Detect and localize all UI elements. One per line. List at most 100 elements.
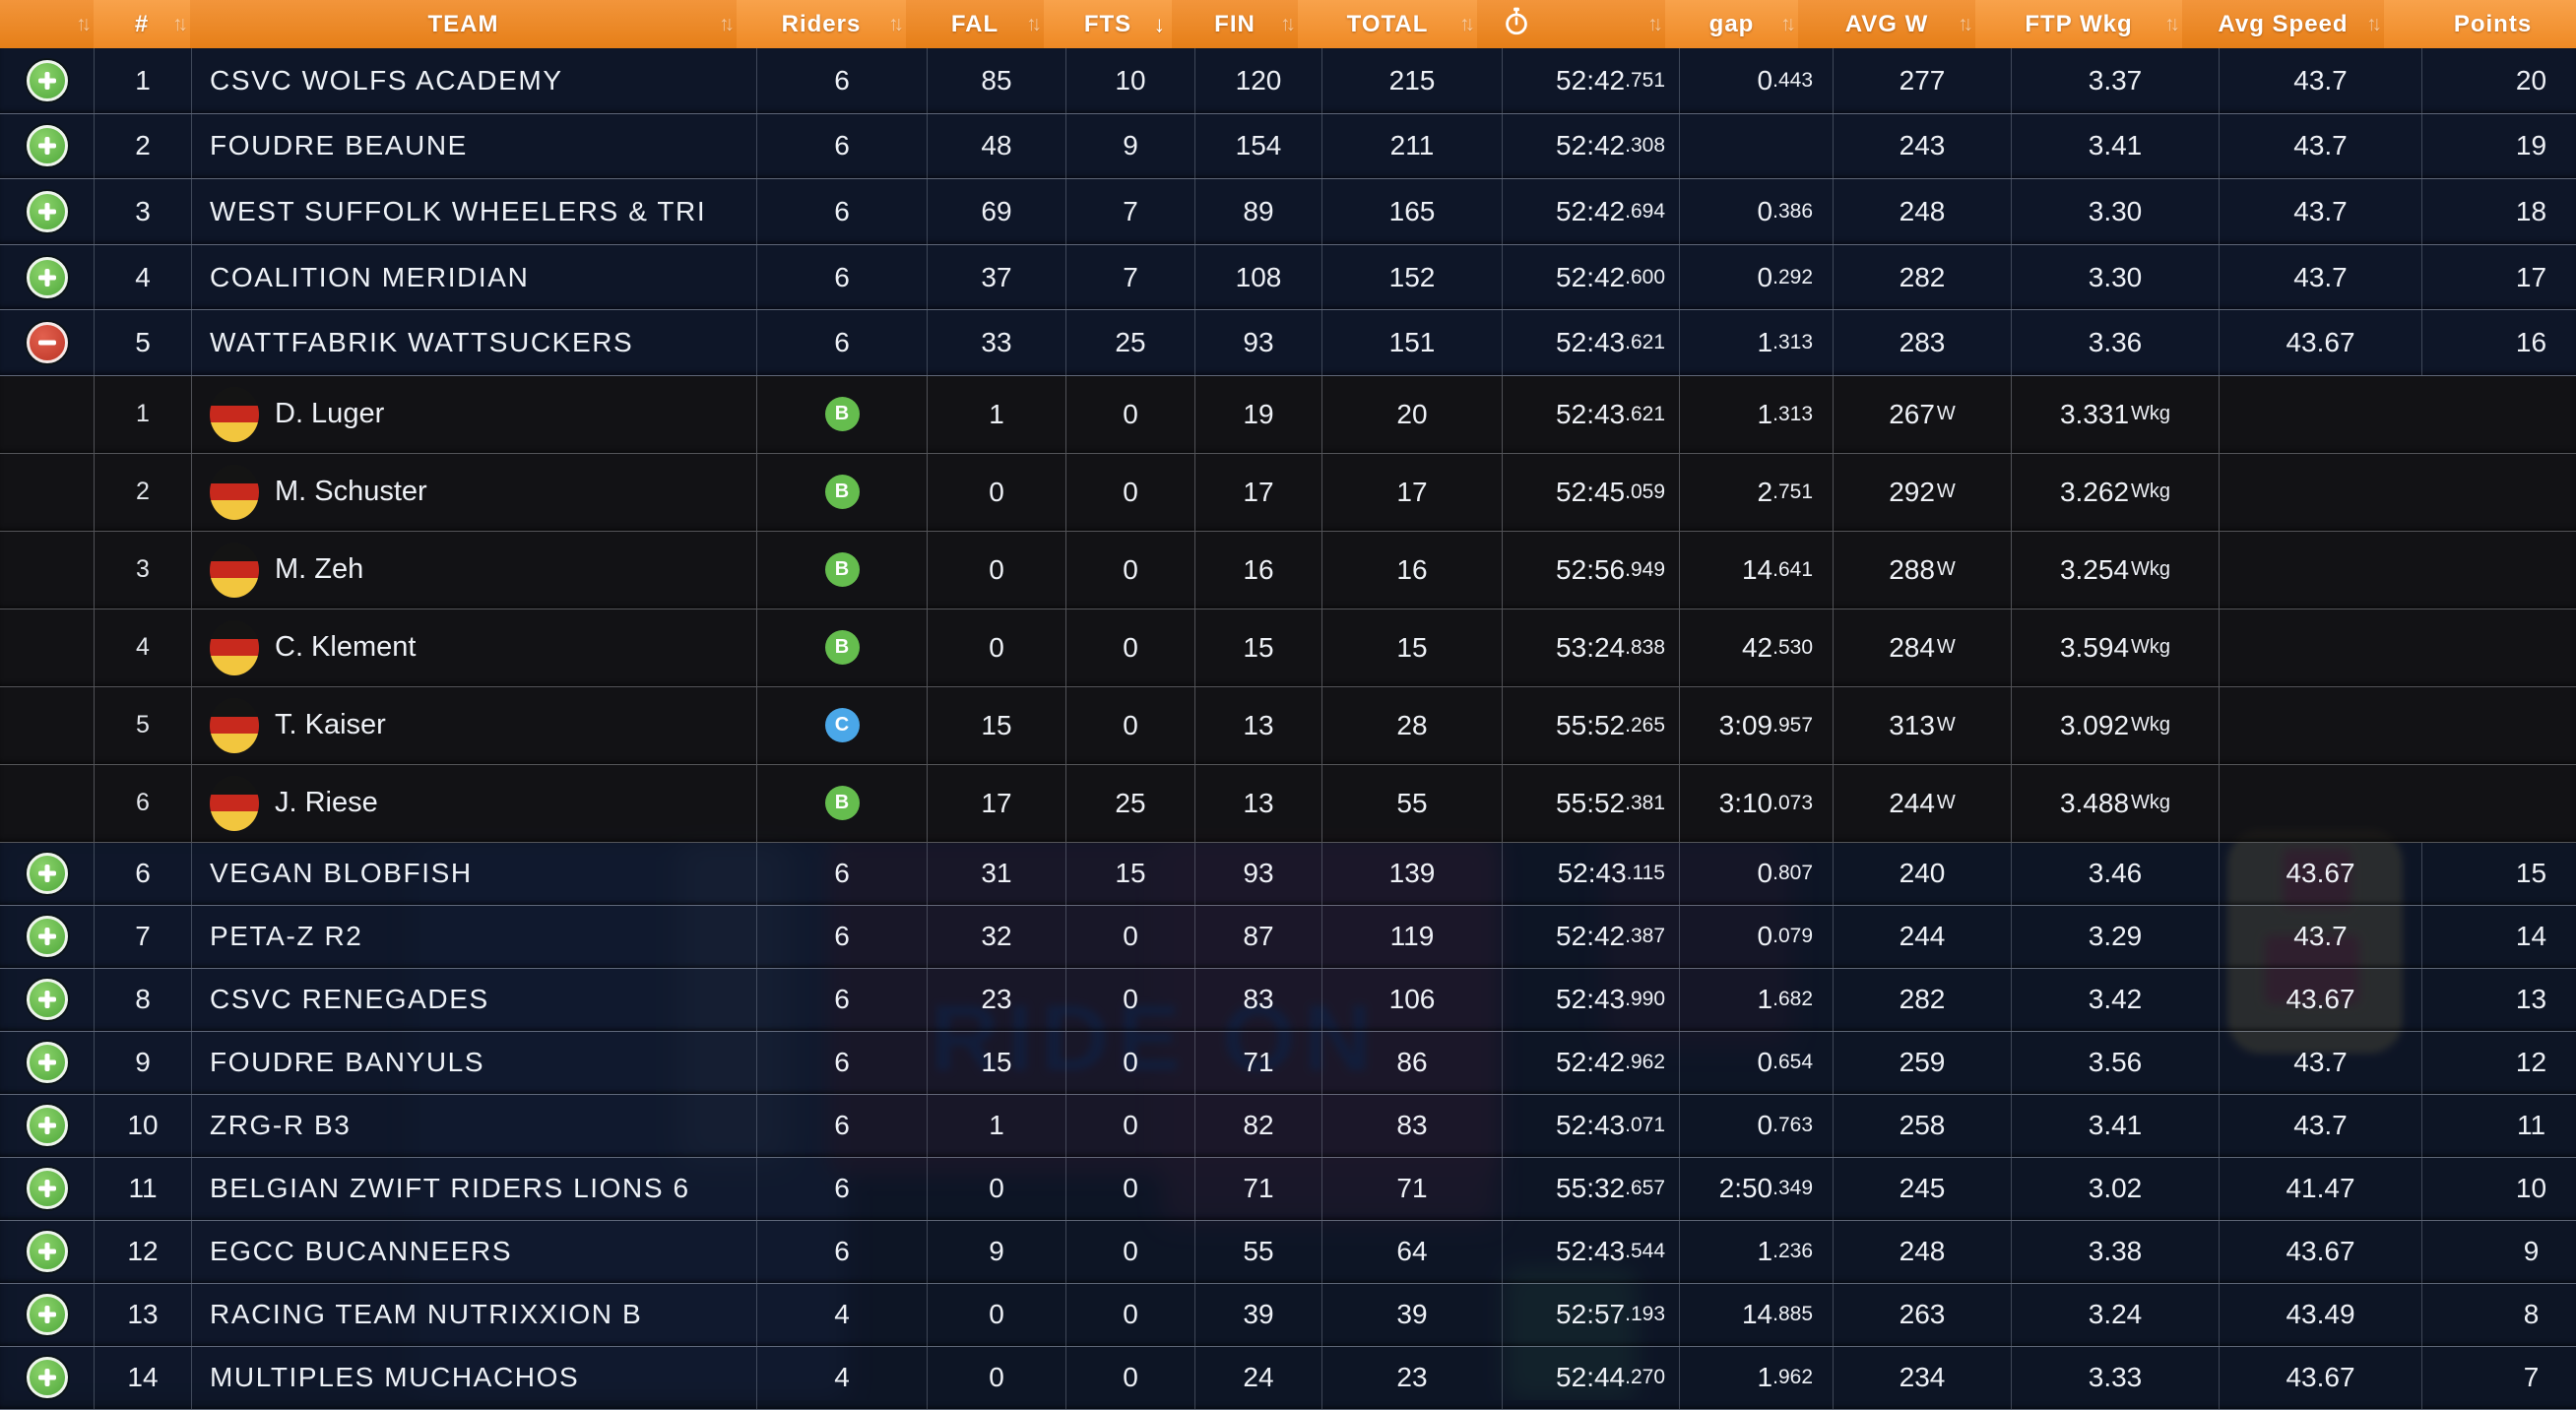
gap-value: 0 <box>1757 64 1773 96</box>
expand-team-button[interactable] <box>26 1357 68 1399</box>
category-badge: C <box>824 708 860 743</box>
team-rank: 13 <box>127 1299 159 1330</box>
fal-value: 33 <box>981 327 1012 358</box>
gap-fraction: .641 <box>1772 557 1813 581</box>
category-badge: B <box>824 552 860 588</box>
column-header-total[interactable]: TOTAL ↑↓ <box>1298 0 1477 48</box>
cell-points: 7 <box>2422 1347 2576 1409</box>
fts-value: 15 <box>1115 858 1146 889</box>
team-name: EGCC BUCANNEERS <box>210 1236 513 1267</box>
expand-team-button[interactable] <box>26 1294 68 1336</box>
rider-name: D. Luger <box>275 398 385 430</box>
cell-time: 55:52.381 <box>1503 764 1680 842</box>
cell-fin: 19 <box>1195 375 1322 453</box>
cell-fts: 10 <box>1066 48 1195 113</box>
expand-team-button[interactable] <box>26 853 68 895</box>
cell-fal: 0 <box>928 1346 1066 1409</box>
gap-value: 3:10 <box>1718 787 1773 818</box>
column-header-time[interactable]: ↑↓ <box>1477 0 1665 48</box>
wkg-unit: Wkg <box>2131 714 2171 737</box>
points-value: 19 <box>2515 130 2547 161</box>
sort-arrows-icon: ↑↓ <box>172 12 188 35</box>
column-header-expand[interactable]: ↑↓ <box>0 0 94 48</box>
riders-count: 6 <box>834 1236 850 1267</box>
gap-fraction: .073 <box>1772 791 1813 814</box>
column-header-fts[interactable]: FTS ↓ <box>1044 0 1172 48</box>
cell-avg-w: 263 <box>1834 1283 2012 1346</box>
gap-fraction: .349 <box>1772 1177 1813 1200</box>
cell-fin: 71 <box>1195 1031 1322 1094</box>
column-header-fal[interactable]: FAL ↑↓ <box>906 0 1044 48</box>
cell-fts: 9 <box>1066 113 1195 179</box>
fts-value: 7 <box>1123 261 1138 292</box>
time-fraction: .270 <box>1625 1366 1665 1389</box>
cell-fts: 0 <box>1066 686 1195 764</box>
rider-name: M. Schuster <box>275 476 427 508</box>
expand-team-button[interactable] <box>26 1105 68 1147</box>
sort-arrows-icon: ↑↓ <box>2366 12 2382 35</box>
cell-riders: 6 <box>757 1220 928 1283</box>
expand-team-button[interactable] <box>26 256 68 298</box>
cell-time: 52:43.071 <box>1503 1094 1680 1157</box>
cell-riders: 6 <box>757 1157 928 1220</box>
time-fraction: .265 <box>1625 713 1665 737</box>
fts-value: 0 <box>1123 1047 1138 1078</box>
column-header-gap[interactable]: gap ↑↓ <box>1665 0 1798 48</box>
stopwatch-icon <box>1503 7 1530 41</box>
points-value: 7 <box>2523 1362 2540 1393</box>
cell-fal: 31 <box>928 842 1066 905</box>
cell-expand <box>0 905 95 968</box>
cell-total: 64 <box>1322 1220 1503 1283</box>
expand-team-button[interactable] <box>26 59 68 101</box>
gap-fraction: .807 <box>1772 862 1813 885</box>
collapse-team-button[interactable] <box>26 322 68 364</box>
sort-arrows-icon: ↑↓ <box>888 12 904 35</box>
cell-fts: 7 <box>1066 244 1195 310</box>
avg-watts: 248 <box>1899 1236 1946 1267</box>
column-header-fin[interactable]: FIN ↑↓ <box>1172 0 1298 48</box>
cell-time: 52:42.600 <box>1503 244 1680 310</box>
cell-avg-w: 292 W <box>1834 453 2012 531</box>
cell-fts: 0 <box>1066 1157 1195 1220</box>
cell-gap: 0.763 <box>1680 1094 1834 1157</box>
cell-rider-name: M. Schuster <box>192 453 757 531</box>
team-name: FOUDRE BEAUNE <box>210 130 468 161</box>
expand-team-button[interactable] <box>26 1231 68 1273</box>
cell-time: 52:56.949 <box>1503 531 1680 609</box>
cell-expand <box>0 244 95 310</box>
total-value: 151 <box>1388 327 1436 358</box>
rider-number: 2 <box>136 478 150 506</box>
cell-time: 52:42.387 <box>1503 905 1680 968</box>
cell-gap: 0.386 <box>1680 179 1834 244</box>
cell-rider-number: 4 <box>95 609 192 686</box>
expand-team-button[interactable] <box>26 979 68 1021</box>
expand-team-button[interactable] <box>26 916 68 958</box>
cell-ftp-wkg: 3.42 <box>2012 968 2220 1031</box>
column-header-team[interactable]: TEAM ↑↓ <box>190 0 737 48</box>
time-minutes: 52:43 <box>1556 984 1626 1015</box>
cell-fts: 25 <box>1066 764 1195 842</box>
cell-empty <box>2220 532 2576 609</box>
expand-team-button[interactable] <box>26 1042 68 1084</box>
column-header-riders[interactable]: Riders ↑↓ <box>737 0 906 48</box>
fts-value: 0 <box>1123 398 1138 429</box>
column-header-points[interactable]: Points↑↓ <box>2384 0 2576 48</box>
cell-rank: 10 <box>95 1094 192 1157</box>
fts-value: 0 <box>1123 1173 1138 1204</box>
expand-team-button[interactable] <box>26 125 68 167</box>
expand-team-button[interactable] <box>26 190 68 232</box>
cell-gap: 14.641 <box>1680 531 1834 609</box>
column-header-avg-speed[interactable]: Avg Speed ↑↓ <box>2182 0 2384 48</box>
expand-team-button[interactable] <box>26 1168 68 1210</box>
riders-count: 6 <box>834 1173 850 1204</box>
column-header-avg-w[interactable]: AVG W ↑↓ <box>1798 0 1975 48</box>
ftp-wkg: 3.30 <box>2088 261 2143 292</box>
cell-team: WATTFABRIK WATTSUCKERS <box>192 310 757 375</box>
fal-value: 32 <box>981 921 1012 952</box>
fal-value: 31 <box>981 858 1012 889</box>
gap-fraction: .962 <box>1772 1366 1813 1389</box>
column-header-rank[interactable]: # ↑↓ <box>94 0 190 48</box>
cell-team: FOUDRE BANYULS <box>192 1031 757 1094</box>
column-header-ftp-wkg[interactable]: FTP Wkg ↑↓ <box>1975 0 2182 48</box>
watts-unit: W <box>1936 714 1956 737</box>
